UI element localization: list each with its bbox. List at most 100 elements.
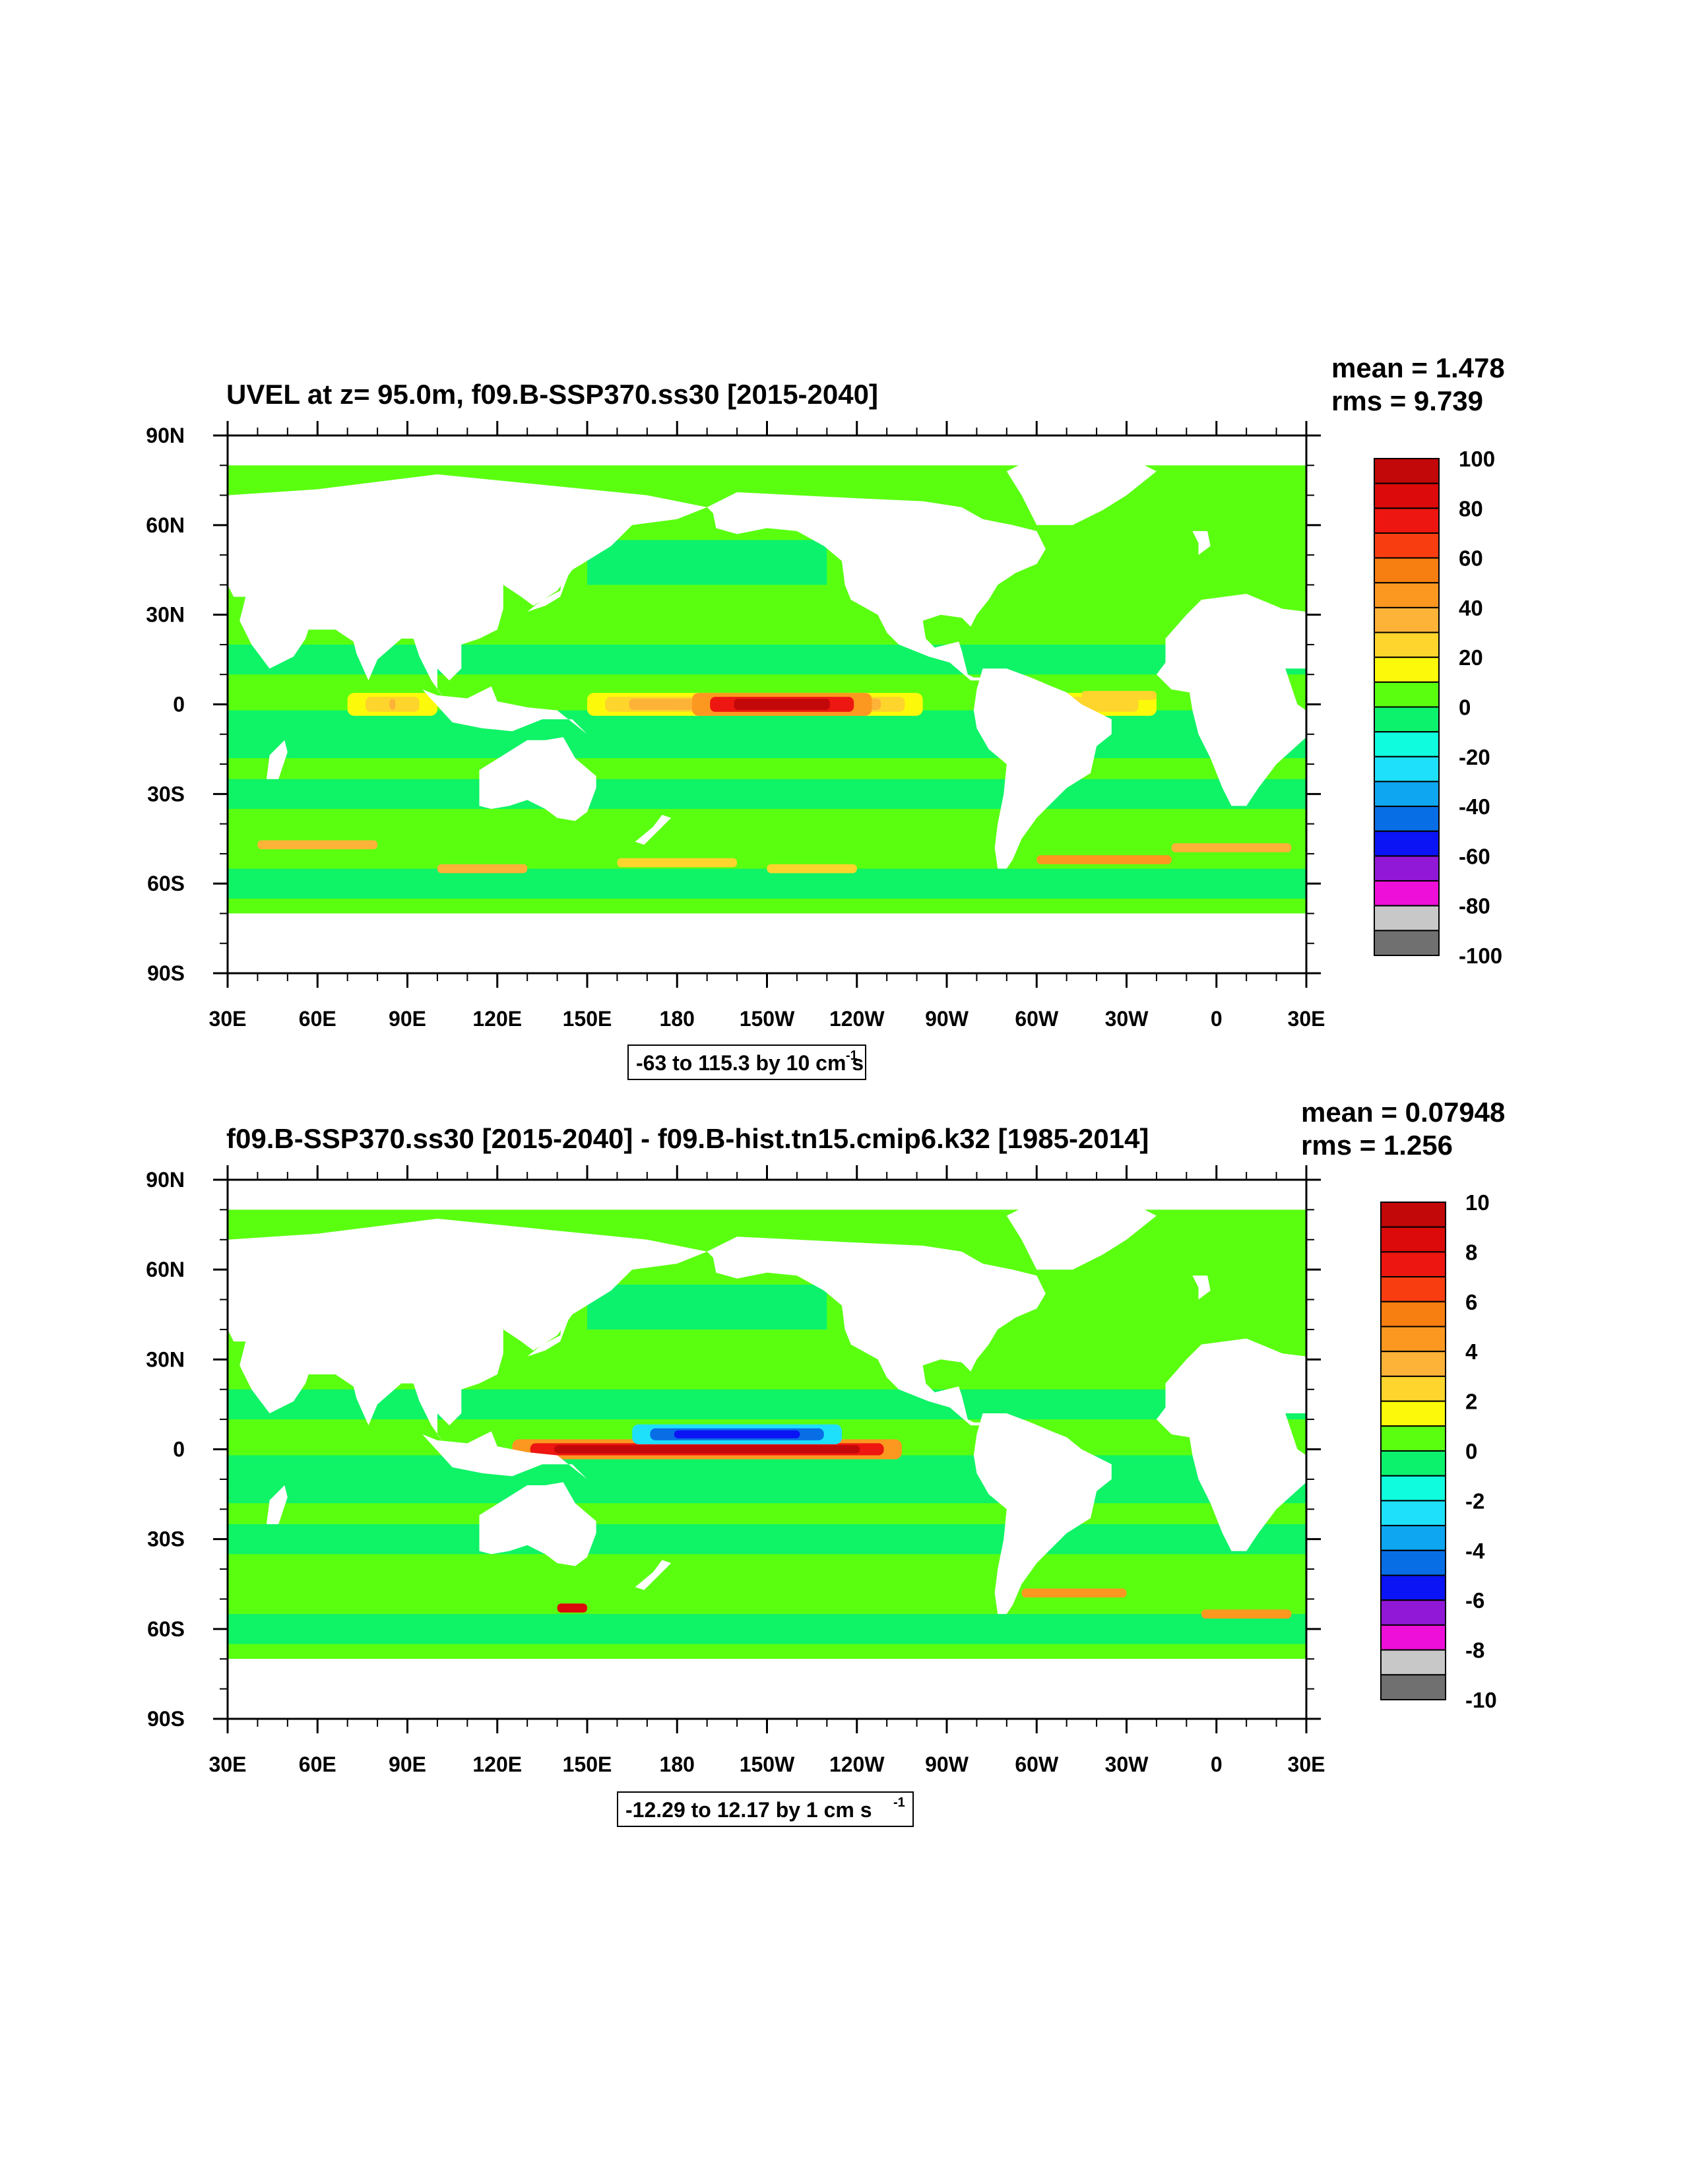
land-eurasia <box>228 474 707 701</box>
info-superscript: -1 <box>846 1048 858 1063</box>
land-africa <box>1156 1338 1306 1551</box>
westward-band <box>228 1455 1306 1504</box>
x-tick-label: 180 <box>660 1752 695 1776</box>
colorbar-label: 60 <box>1459 546 1483 571</box>
x-tick-label: 120W <box>829 1752 885 1776</box>
y-tick-label: 0 <box>173 1438 185 1461</box>
y-tick-label: 90S <box>147 1707 185 1731</box>
x-tick-label: 30W <box>1105 1752 1149 1776</box>
colorbar-label: 10 <box>1465 1190 1490 1215</box>
x-tick-label: 0 <box>1211 1007 1223 1031</box>
stat-mean: mean = 1.478 <box>1331 352 1505 383</box>
westward-band <box>228 1524 1306 1555</box>
x-tick-label: 120W <box>829 1007 885 1031</box>
land-britain <box>1192 1275 1211 1300</box>
westward-band <box>228 710 1306 758</box>
land-eurasia <box>228 1219 707 1446</box>
current-streak <box>557 1603 587 1613</box>
colorbar-swatch <box>1374 657 1440 683</box>
x-tick-label: 30E <box>1288 1007 1325 1031</box>
colorbar-label: 2 <box>1465 1390 1477 1414</box>
colorbar-label: -4 <box>1465 1539 1485 1563</box>
land-mask <box>228 456 1306 973</box>
x-tick-label: 60W <box>1015 1007 1059 1031</box>
colorbar-swatch <box>1380 1450 1446 1477</box>
land-britain <box>1192 530 1211 556</box>
colorbar-label: -10 <box>1465 1688 1497 1712</box>
land-americaS <box>973 668 1112 869</box>
y-tick-label: 90N <box>146 1168 185 1192</box>
colorbar-swatch <box>1380 1400 1446 1427</box>
colorbar-swatch <box>1380 1500 1446 1527</box>
colorbar-swatch <box>1380 1226 1446 1253</box>
current-streak <box>1201 1609 1292 1619</box>
panel-title: f09.B-SSP370.ss30 [2015-2040] - f09.B-hi… <box>226 1123 1149 1154</box>
colorbar: 10 8 6 4 2 0 -2 -4 -6 -8 -10 <box>1380 1190 1497 1712</box>
colorbar-swatch <box>1374 905 1440 932</box>
x-tick-label: 30E <box>209 1752 247 1776</box>
colorbar-swatch <box>1380 1599 1446 1626</box>
colorbar-swatch <box>1374 606 1440 633</box>
info-text: -12.29 to 12.17 by 1 cm s <box>625 1798 872 1822</box>
colorbar-swatch <box>1380 1202 1446 1228</box>
land-nz <box>635 815 672 845</box>
current-streak <box>257 840 378 850</box>
colorbar-swatch <box>1380 1375 1446 1402</box>
stat-rms: rms = 1.256 <box>1301 1130 1453 1161</box>
colorbar-swatch <box>1380 1649 1446 1676</box>
x-tick-label: 150W <box>740 1007 795 1031</box>
colorbar-label: -6 <box>1465 1588 1484 1613</box>
current-streak <box>767 864 857 874</box>
westward-band <box>228 1614 1306 1644</box>
y-tick-label: 60S <box>147 1617 185 1641</box>
westward-band <box>228 644 1306 675</box>
x-tick-label: 120E <box>472 1752 522 1776</box>
info-superscript: -1 <box>893 1795 905 1810</box>
y-tick-label: 0 <box>173 693 185 717</box>
ocean-field <box>228 456 1306 973</box>
land-japan <box>527 1314 569 1357</box>
x-tick-label: 150E <box>563 1007 612 1031</box>
x-tick-label: 0 <box>1211 1752 1223 1776</box>
colorbar-label: -100 <box>1459 944 1502 968</box>
land-antarctica <box>228 1659 1306 1719</box>
x-tick-label: 60W <box>1015 1752 1059 1776</box>
land-americaN <box>707 1237 1046 1426</box>
land-africa <box>1156 594 1306 806</box>
colorbar-label: 4 <box>1465 1339 1478 1364</box>
colorbar-swatch <box>1380 1276 1446 1302</box>
info-box-frame <box>627 1044 866 1080</box>
colorbar-swatch <box>1374 781 1440 808</box>
colorbar-swatch <box>1374 806 1440 832</box>
colorbar-label: -60 <box>1459 844 1490 868</box>
colorbar-label: -80 <box>1459 894 1490 918</box>
land-indonesia <box>422 1431 587 1479</box>
colorbar-swatch <box>1374 880 1440 907</box>
land-americaN <box>707 492 1046 681</box>
colorbar-swatch <box>1380 1475 1446 1502</box>
jet-peak <box>389 699 396 710</box>
westward-band <box>587 540 827 585</box>
colorbar-swatch <box>1374 731 1440 757</box>
contour-info-box: -63 to 115.3 by 10 cm s-1 <box>627 1044 866 1080</box>
y-tick-label: 60S <box>147 872 185 895</box>
info-box-frame <box>617 1791 914 1827</box>
jet-peak <box>554 1445 860 1454</box>
x-tick-label: 150W <box>740 1752 795 1776</box>
current-streak <box>1081 691 1157 700</box>
colorbar-swatch <box>1374 532 1440 559</box>
colorbar-swatch <box>1380 1549 1446 1576</box>
land-madagascar <box>267 740 288 779</box>
x-tick-label: 90W <box>925 1752 969 1776</box>
jet-peak <box>674 1430 800 1438</box>
current-streak <box>1171 843 1292 852</box>
current-streak <box>437 864 528 874</box>
x-tick-label: 60E <box>299 1007 336 1031</box>
colorbar-label: -8 <box>1465 1638 1484 1663</box>
colorbar-swatch <box>1380 1301 1446 1328</box>
y-tick-label: 60N <box>146 513 185 537</box>
x-tick-label: 150E <box>563 1752 612 1776</box>
x-tick-label: 30W <box>1105 1007 1149 1031</box>
land-australia <box>479 737 596 821</box>
westward-band <box>587 1284 827 1330</box>
